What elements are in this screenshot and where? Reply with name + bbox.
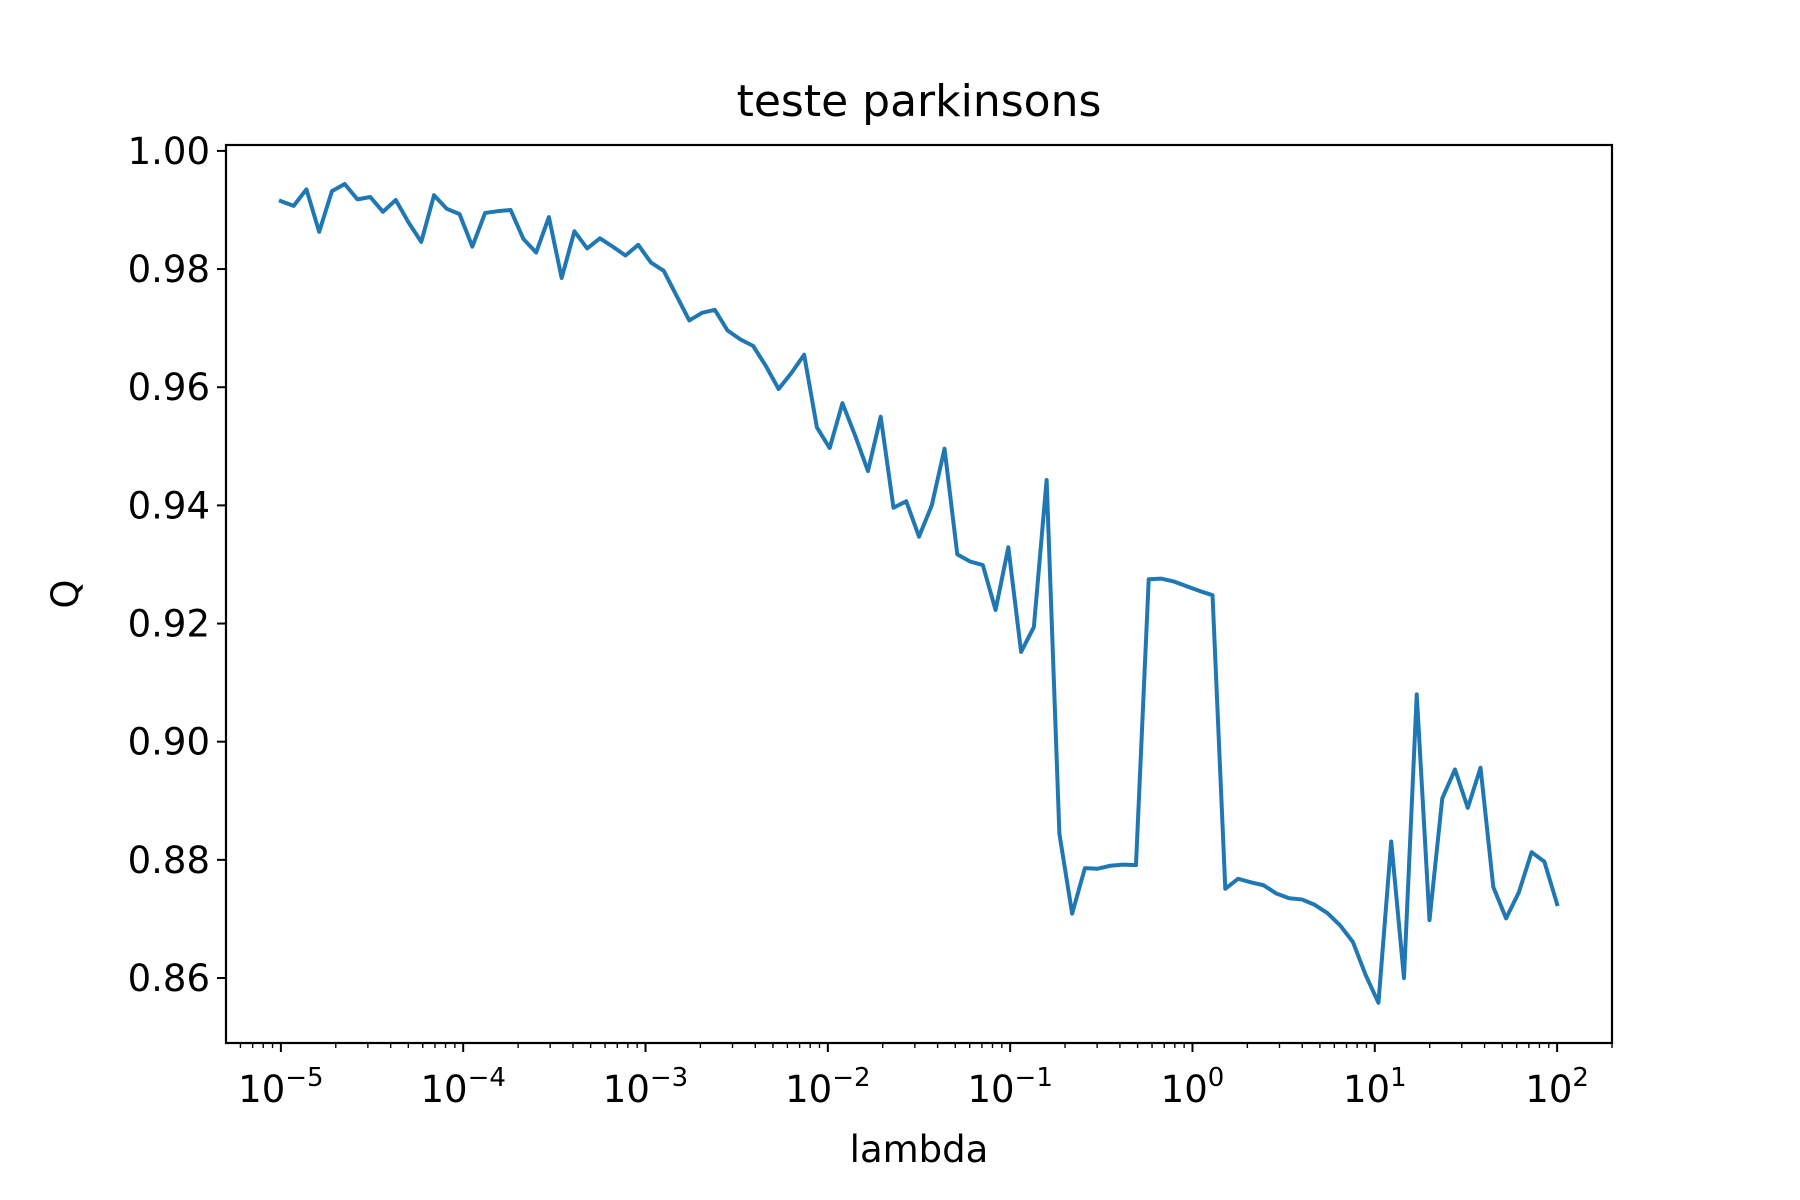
y-tick-label: 0.86	[128, 957, 210, 1000]
x-axis-label: lambda	[850, 1128, 989, 1171]
y-tick-label: 0.88	[128, 839, 210, 882]
y-tick-label: 0.98	[128, 248, 210, 291]
y-tick-label: 0.90	[128, 721, 210, 764]
x-tick-label: 102	[1525, 1063, 1589, 1111]
y-tick-label: 0.96	[128, 366, 210, 409]
x-tick-label: 10−5	[238, 1063, 323, 1111]
series-line	[278, 181, 1560, 1005]
x-tick-label: 10−4	[420, 1063, 505, 1111]
y-axis: 0.86 0.88 0.90 0.92 0.94 0.96 0.98 1.00	[128, 130, 226, 1000]
chart-title: teste parkinsons	[737, 76, 1102, 127]
y-tick-label: 1.00	[128, 130, 210, 173]
y-axis-label: Q	[44, 579, 87, 608]
x-tick-label: 10−3	[603, 1063, 688, 1111]
x-tick-label: 10−2	[785, 1063, 870, 1111]
x-tick-label: 101	[1343, 1063, 1407, 1111]
x-axis: 10−5 10−4 10−3 10−2 10−1 100 101 102	[238, 1043, 1613, 1111]
y-tick-label: 0.94	[128, 484, 210, 527]
axes-frame	[224, 143, 1614, 1045]
plot-area	[278, 181, 1560, 1005]
x-tick-label: 100	[1161, 1063, 1225, 1111]
y-tick-label: 0.92	[128, 603, 210, 646]
x-tick-label: 10−1	[967, 1063, 1052, 1111]
